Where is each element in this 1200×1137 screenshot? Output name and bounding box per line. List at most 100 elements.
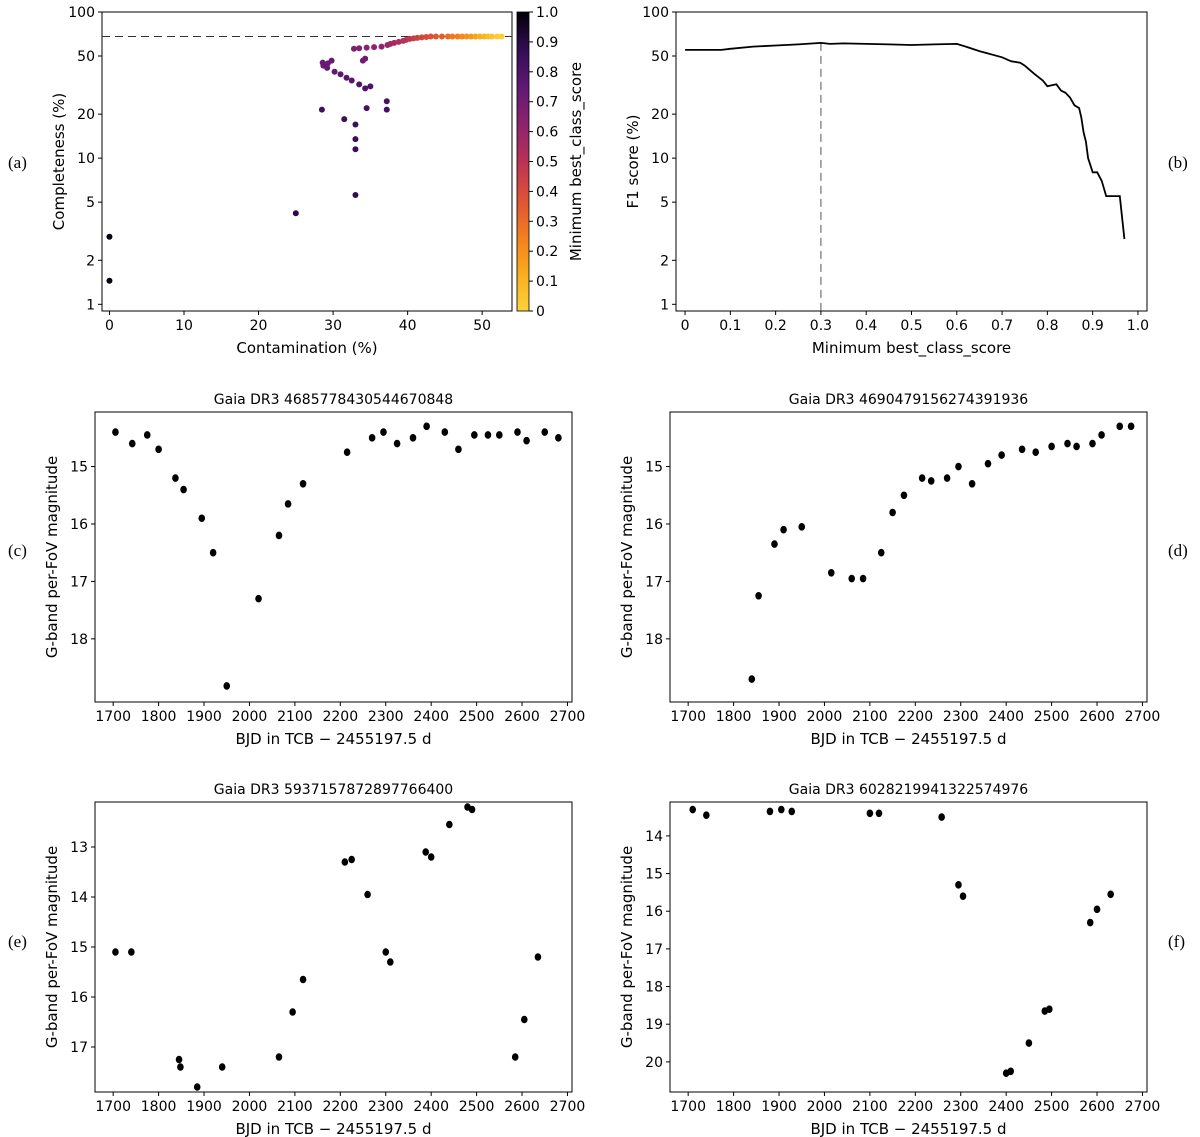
x-tick-label: 0.8 <box>1036 318 1058 334</box>
data-point <box>143 431 151 439</box>
x-tick-label: 2600 <box>1079 709 1115 725</box>
data-point <box>275 531 283 540</box>
data-point <box>444 33 451 40</box>
x-tick-label: 2300 <box>368 1099 404 1115</box>
data-point <box>386 958 394 966</box>
x-tick-label: 0.7 <box>991 318 1013 334</box>
chart-d: 1700 1800 1900 2000 2100 2200 2300 2400 2500 2600… <box>618 392 1160 748</box>
y-tick-label: 20 <box>645 1055 663 1071</box>
data-point <box>514 428 521 436</box>
x-tick-label: 2000 <box>807 709 843 725</box>
data-point <box>459 33 466 40</box>
data-point <box>471 431 478 439</box>
y-tick-label: 15 <box>70 940 88 956</box>
data-point <box>337 71 344 78</box>
x-tick-label: 2200 <box>897 709 933 725</box>
y-tick-label: 14 <box>70 890 88 906</box>
data-point <box>859 574 867 583</box>
plot-frame <box>101 11 513 312</box>
colorbar-tick-label: 0.2 <box>536 244 558 260</box>
x-tick-label: 2100 <box>277 709 313 725</box>
data-point <box>455 445 462 454</box>
data-point <box>128 948 135 956</box>
data-point <box>356 81 363 88</box>
x-tick-label: 10 <box>175 318 193 334</box>
data-point <box>172 474 179 482</box>
x-tick-label: 1900 <box>186 1099 222 1115</box>
data-point <box>177 1063 184 1071</box>
y-tick-label: 15 <box>645 460 663 476</box>
data-point <box>780 525 787 534</box>
data-point <box>496 431 503 439</box>
data-point <box>112 948 119 956</box>
data-point <box>198 514 206 523</box>
data-point <box>889 508 896 517</box>
data-point <box>427 853 435 861</box>
data-point <box>362 55 369 62</box>
data-point <box>521 1015 528 1024</box>
y-tick-label: 17 <box>70 1040 88 1056</box>
panel-label-c: (c) <box>8 541 27 560</box>
data-point <box>352 191 359 198</box>
data-point <box>348 855 355 864</box>
y-tick-label: 5 <box>86 195 95 211</box>
y-tick-label: 100 <box>642 5 669 21</box>
x-axis-label: BJD in TCB − 2455197.5 d <box>235 730 431 748</box>
x-tick-label: 1900 <box>761 709 797 725</box>
y-tick-label: 16 <box>645 517 663 533</box>
data-point <box>368 434 376 442</box>
y-tick-label: 16 <box>70 990 88 1006</box>
y-tick-label: 1 <box>660 297 669 313</box>
plot-frame <box>94 801 573 1093</box>
y-tick-label: 18 <box>645 632 663 648</box>
panel-label-f: (f) <box>1168 932 1185 951</box>
x-tick-label: 2700 <box>1125 1099 1161 1115</box>
x-tick-label: 0.1 <box>719 318 741 334</box>
x-tick-label: 0.5 <box>900 318 922 334</box>
data-point <box>866 809 874 818</box>
data-point <box>209 548 217 557</box>
data-point <box>427 33 434 40</box>
x-tick-label: 2500 <box>1034 1099 1070 1115</box>
y-tick-label: 5 <box>660 195 669 211</box>
chart-title: Gaia DR3 4690479156274391936 <box>789 392 1029 408</box>
data-point <box>468 33 474 40</box>
x-tick-label: 2400 <box>413 1099 449 1115</box>
y-tick-label: 13 <box>70 840 88 856</box>
data-point <box>414 34 421 41</box>
data-point <box>959 892 967 900</box>
data-point <box>463 33 470 40</box>
data-point <box>438 33 445 40</box>
data-point <box>446 820 453 829</box>
data-point <box>523 436 530 445</box>
y-tick-label: 19 <box>645 1017 663 1033</box>
y-tick-label: 18 <box>645 980 663 996</box>
plot-frame <box>669 411 1148 703</box>
panel-label-a: (a) <box>8 153 27 172</box>
x-tick-label: 1900 <box>761 1099 797 1115</box>
x-tick-label: 0.3 <box>810 318 832 334</box>
x-tick-label: 2000 <box>232 1099 268 1115</box>
colorbar-tick-label: 0.6 <box>536 125 558 141</box>
data-point <box>511 1053 519 1061</box>
x-tick-label: 2000 <box>232 709 268 725</box>
data-point <box>343 448 351 456</box>
y-tick-label: 10 <box>651 151 669 167</box>
data-point <box>1089 439 1096 448</box>
panel-label-b: (b) <box>1168 153 1188 172</box>
data-point <box>128 439 136 448</box>
y-tick-label: 20 <box>77 107 95 123</box>
data-point <box>382 948 390 956</box>
data-point <box>488 33 495 40</box>
data-point <box>363 105 370 112</box>
data-point <box>352 146 359 153</box>
data-point <box>423 33 430 40</box>
chart-title: Gaia DR3 5937157872897766400 <box>214 782 453 798</box>
data-point <box>1073 442 1080 451</box>
x-tick-label: 0 <box>681 318 690 334</box>
data-point <box>371 44 378 51</box>
x-tick-label: 1700 <box>670 709 706 725</box>
x-tick-label: 2500 <box>459 709 495 725</box>
y-axis-label: G-band per-FoV magnitude <box>43 456 61 658</box>
x-tick-label: 2600 <box>1079 1099 1115 1115</box>
